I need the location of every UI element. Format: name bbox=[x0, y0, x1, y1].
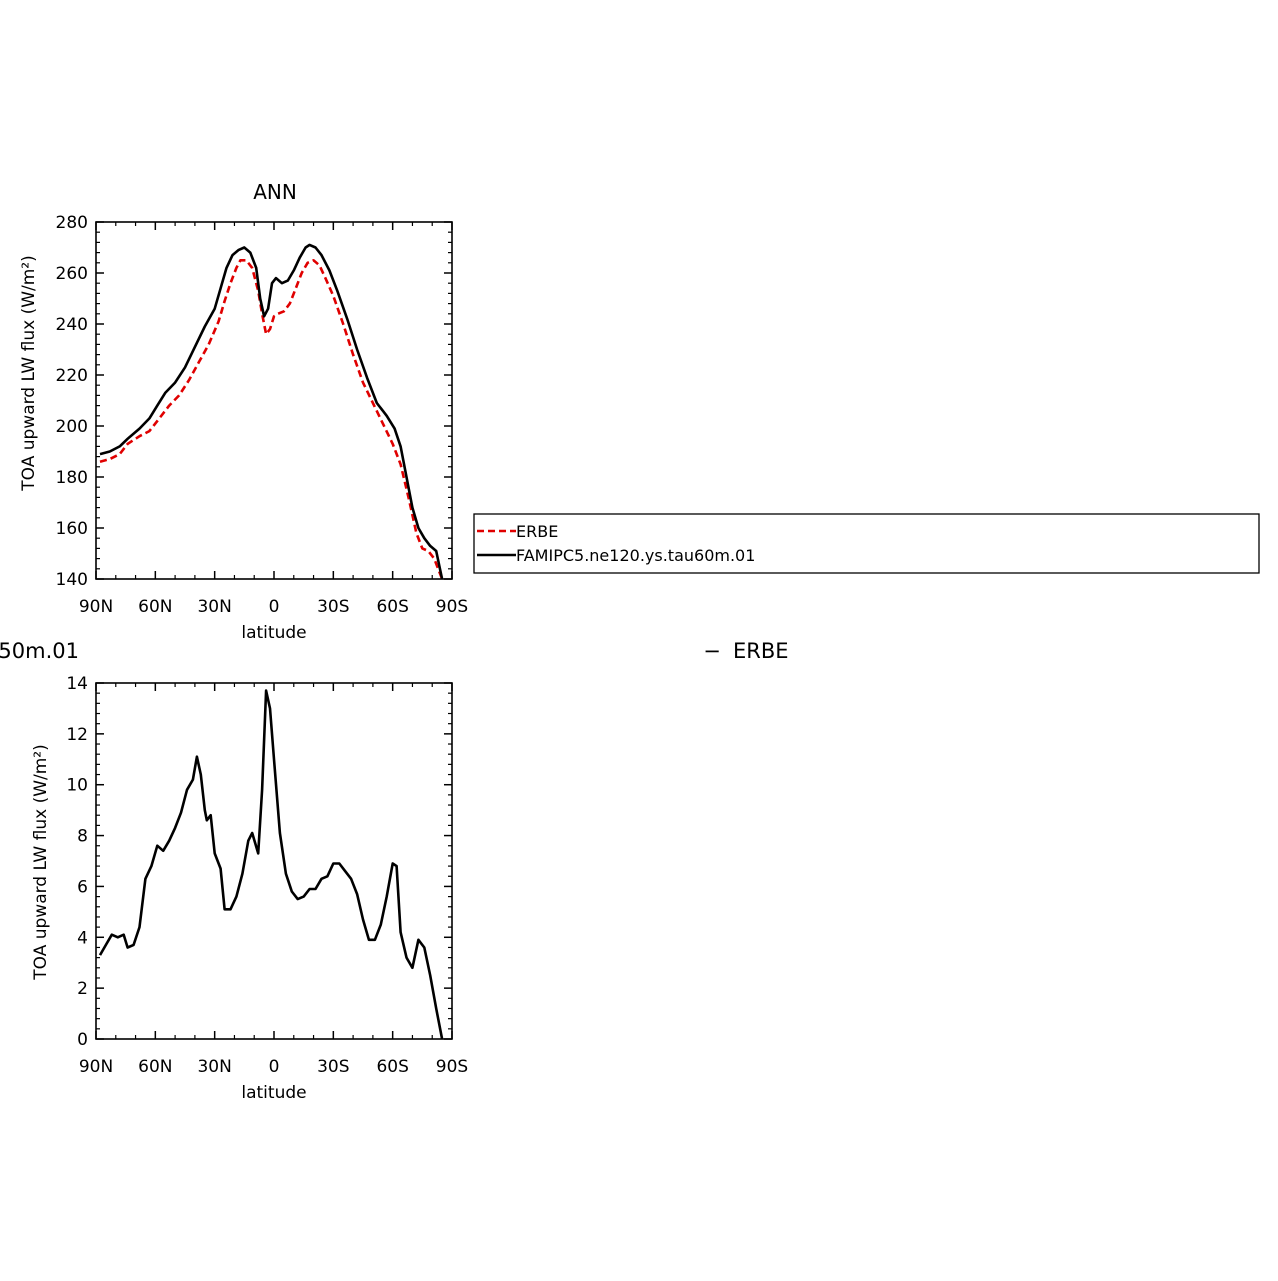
top-x-tick-label: 60S bbox=[376, 597, 408, 617]
top-panel: ANN 140 160 180 200 220 240 260 280 90N 60N 30N 0 30… bbox=[19, 180, 468, 643]
top-y-tick-label: 220 bbox=[56, 366, 88, 386]
bottom-title-fragment: 50m.01 bbox=[0, 639, 79, 663]
top-y-axis-title: TOA upward LW flux (W/m²) bbox=[19, 255, 39, 492]
bottom-y-axis-title: TOA upward LW flux (W/m²) bbox=[31, 744, 51, 981]
top-x-tick-label: 30N bbox=[197, 597, 231, 617]
legend: ERBE FAMIPC5.ne120.ys.tau60m.01 bbox=[473, 513, 1260, 574]
bottom-x-tick-label: 90S bbox=[436, 1057, 468, 1077]
top-y-tick-label: 260 bbox=[56, 264, 88, 284]
top-y-tick-label: 140 bbox=[56, 570, 88, 590]
top-plot-frame bbox=[95, 221, 453, 580]
top-y-tick-label: 240 bbox=[56, 315, 88, 335]
top-x-tick-label: 90S bbox=[436, 597, 468, 617]
top-x-tick-label: 0 bbox=[269, 597, 280, 617]
bottom-y-tick-label: 2 bbox=[77, 979, 88, 999]
bottom-y-tick-label: 8 bbox=[77, 827, 88, 847]
bottom-y-tick-label: 10 bbox=[66, 776, 88, 796]
legend-box bbox=[473, 513, 1260, 574]
bottom-x-tick-label: 60S bbox=[376, 1057, 408, 1077]
legend-label-model: FAMIPC5.ne120.ys.tau60m.01 bbox=[516, 546, 755, 565]
top-plot-title: ANN bbox=[253, 180, 297, 204]
bottom-title-minus: − bbox=[703, 639, 721, 663]
bottom-panel: 50m.01 − ERBE 0 2 4 6 8 10 12 14 90N 60N 30N 0 30S 60… bbox=[0, 639, 789, 1103]
bottom-x-tick-label: 30N bbox=[197, 1057, 231, 1077]
bottom-y-tick-label: 4 bbox=[77, 928, 88, 948]
top-y-tick-label: 180 bbox=[56, 468, 88, 488]
top-series-lines bbox=[99, 243, 444, 580]
top-series-line-1 bbox=[99, 243, 444, 580]
top-y-tick-label: 160 bbox=[56, 519, 88, 539]
bottom-x-tick-label: 90N bbox=[79, 1057, 113, 1077]
bottom-y-tick-label: 6 bbox=[77, 877, 88, 897]
bottom-y-tick-label: 0 bbox=[77, 1030, 88, 1050]
bottom-x-tick-label: 0 bbox=[269, 1057, 280, 1077]
top-series-line-0 bbox=[99, 258, 444, 580]
bottom-y-tick-label: 12 bbox=[66, 725, 88, 745]
bottom-x-tick-label: 30S bbox=[317, 1057, 349, 1077]
bottom-y-tick-label: 14 bbox=[66, 674, 88, 694]
bottom-title-erbe: ERBE bbox=[733, 639, 789, 663]
top-axes: 140 160 180 200 220 240 260 280 90N 60N 30N 0 30S 60S… bbox=[56, 213, 469, 617]
top-y-tick-label: 200 bbox=[56, 417, 88, 437]
bottom-x-axis-title: latitude bbox=[241, 1083, 306, 1103]
top-y-tick-label: 280 bbox=[56, 213, 88, 233]
bottom-series-lines bbox=[98, 689, 444, 1040]
bottom-plot-frame bbox=[95, 682, 453, 1040]
top-x-tick-label: 90N bbox=[79, 597, 113, 617]
legend-label-erbe: ERBE bbox=[516, 522, 558, 541]
bottom-x-tick-label: 60N bbox=[138, 1057, 172, 1077]
bottom-series-line-0 bbox=[98, 689, 444, 1040]
top-x-axis-title: latitude bbox=[241, 623, 306, 643]
top-x-tick-label: 30S bbox=[317, 597, 349, 617]
bottom-axes: 0 2 4 6 8 10 12 14 90N 60N 30N 0 30S 60S 90S bbox=[66, 674, 468, 1077]
top-x-tick-label: 60N bbox=[138, 597, 172, 617]
